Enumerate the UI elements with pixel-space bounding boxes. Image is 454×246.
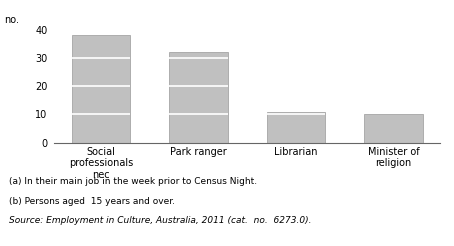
Bar [72, 35, 130, 143]
Bar [169, 52, 228, 143]
Text: (b) Persons aged  15 years and over.: (b) Persons aged 15 years and over. [9, 197, 175, 206]
Bar [267, 112, 326, 143]
Text: no.: no. [4, 15, 20, 25]
Text: (a) In their main job in the week prior to Census Night.: (a) In their main job in the week prior … [9, 177, 257, 186]
Text: Source: Employment in Culture, Australia, 2011 (cat.  no.  6273.0).: Source: Employment in Culture, Australia… [9, 216, 311, 226]
Bar [365, 114, 423, 143]
